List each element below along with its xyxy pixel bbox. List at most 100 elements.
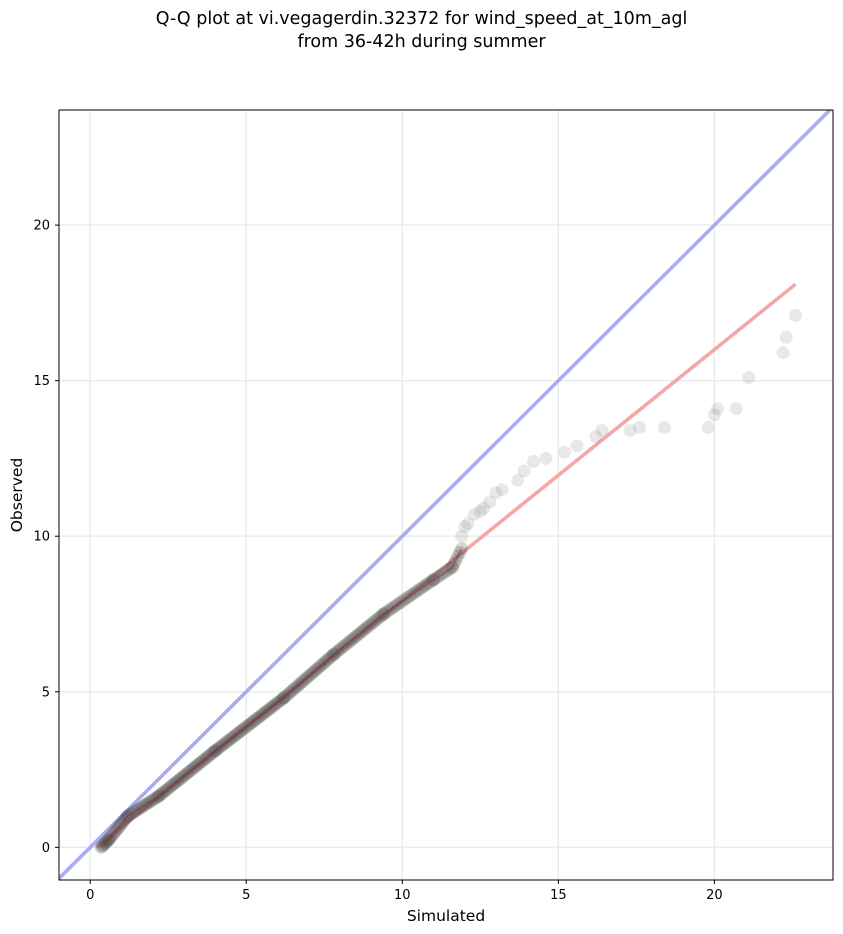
scatter-points [94, 308, 803, 854]
qq-point [241, 718, 255, 732]
qq-point [141, 796, 155, 810]
qq-tail-point [789, 308, 803, 322]
qq-point [424, 574, 438, 588]
y-tick-label: 15 [33, 374, 50, 389]
qq-point [101, 834, 115, 848]
qq-point [440, 564, 454, 578]
x-tick-label: 5 [242, 888, 250, 903]
qq-point [319, 654, 333, 668]
qq-point [327, 647, 341, 661]
qq-point [453, 545, 467, 559]
qq-point [347, 631, 361, 645]
qq-point [403, 589, 417, 603]
qq-point [96, 838, 110, 852]
qq-point [306, 665, 320, 679]
qq-point [250, 711, 264, 725]
qq-point [184, 763, 198, 777]
qq-point [335, 641, 349, 655]
x-tick-label: 0 [86, 888, 94, 903]
qq-point [154, 788, 168, 802]
qq-point [160, 782, 174, 796]
qq-point [247, 714, 261, 728]
qq-point [152, 789, 166, 803]
qq-tail-point [776, 346, 790, 360]
qq-tail-point [539, 451, 553, 465]
qq-tail-point [461, 517, 475, 531]
qq-tail-point [633, 420, 646, 434]
qq-tail-point [707, 408, 721, 422]
qq-point [106, 827, 120, 841]
qq-point [210, 743, 224, 757]
qq-tail-point [701, 420, 715, 434]
qq-point [297, 673, 311, 687]
qq-tail-point [526, 455, 540, 469]
qq-point [321, 652, 335, 666]
qq-point [405, 587, 419, 601]
qq-point [447, 557, 461, 571]
qq-point [234, 724, 248, 738]
qq-point [198, 752, 212, 766]
qq-point [148, 791, 162, 805]
qq-point [343, 635, 357, 649]
qq-point [100, 835, 114, 849]
qq-point [150, 790, 164, 804]
qq-point [398, 592, 412, 606]
qq-tail-point [711, 402, 725, 416]
qq-point [108, 825, 122, 839]
qq-point [455, 542, 469, 556]
qq-point [279, 689, 293, 703]
qq-point [396, 594, 410, 608]
qq-point [295, 675, 309, 689]
qq-point [113, 818, 127, 832]
x-axis-label: Simulated [407, 907, 485, 925]
qq-point [128, 804, 142, 818]
qq-point [157, 785, 171, 799]
qq-tail-point [511, 473, 525, 487]
qq-point [102, 833, 116, 847]
qq-point [252, 710, 266, 724]
qq-point [375, 609, 389, 623]
qq-tail-point [473, 504, 487, 518]
qq-tail-point [595, 423, 609, 437]
qq-tail-point [483, 495, 497, 509]
qq-point [121, 809, 135, 823]
qq-point [388, 599, 402, 613]
qq-point [213, 740, 227, 754]
qq-tail-point [623, 423, 637, 437]
qq-point [134, 801, 148, 815]
qq-point [303, 668, 317, 682]
qq-tail-point [779, 330, 793, 344]
qq-point [165, 778, 179, 792]
qq-tail-point [467, 507, 481, 521]
qq-point [169, 775, 183, 789]
qq-point [236, 722, 250, 736]
qq-point [167, 777, 181, 791]
qq-point [229, 728, 243, 742]
qq-point [159, 784, 173, 798]
qq-point [119, 811, 133, 825]
qq-point [327, 647, 341, 661]
qq-point [445, 560, 459, 574]
qq-point [361, 620, 375, 634]
qq-point [206, 745, 220, 759]
qq-point [200, 751, 214, 765]
qq-point [194, 755, 208, 769]
x-tick-label: 10 [394, 888, 411, 903]
qq-point [249, 713, 263, 727]
y-tick-label: 5 [42, 685, 50, 700]
qq-point [240, 719, 254, 733]
qq-point [243, 717, 257, 731]
qq-point [384, 602, 398, 616]
x-axis-ticks: 0 5 10 15 20 [86, 880, 723, 903]
qq-point [314, 659, 328, 673]
qq-point [124, 807, 138, 821]
qq-point [427, 573, 441, 587]
qq-point [290, 680, 304, 694]
qq-point [282, 686, 296, 700]
qq-point [177, 768, 191, 782]
qq-point [212, 741, 226, 755]
qq-point [386, 600, 400, 614]
identity-line [59, 110, 833, 880]
qq-point [261, 703, 275, 717]
qq-point [208, 744, 222, 758]
